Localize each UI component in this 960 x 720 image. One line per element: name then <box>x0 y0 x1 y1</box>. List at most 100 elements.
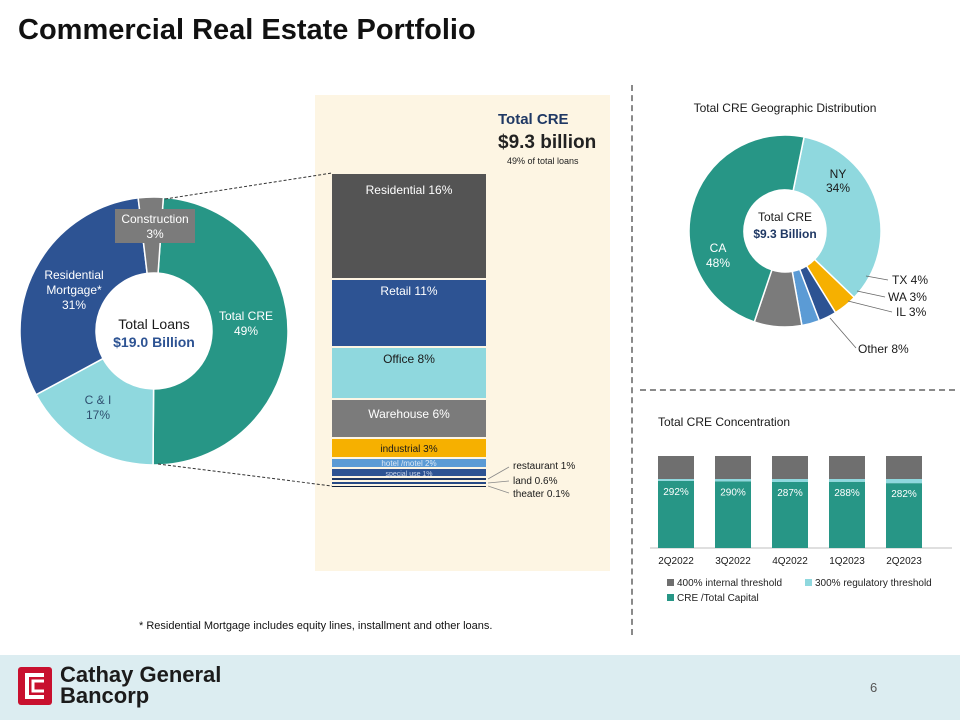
loans-label-2: 31% <box>62 298 86 312</box>
total-loans-center-value: $19.0 Billion <box>113 334 195 350</box>
cre-segment-restaurant <box>332 478 486 480</box>
cre-segment-hotel-motel <box>332 459 486 467</box>
concentration-bar-cre-total-capital <box>658 480 694 548</box>
loans-slice-c-i <box>35 357 155 466</box>
concentration-bar-400-internal-threshold <box>715 456 751 479</box>
loans-label-0: Total CRE <box>219 309 273 323</box>
concentration-bar-cre-total-capital <box>772 481 808 548</box>
cre-header-amount: $9.3 billion <box>498 132 596 153</box>
concentration-bar-400-internal-threshold <box>658 456 694 479</box>
cre-leader-line <box>487 466 510 480</box>
concentration-data-label: 290% <box>720 487 746 498</box>
concentration-bar-cre-total-capital <box>715 481 751 548</box>
geo-leader-line <box>865 275 889 281</box>
total-loans-center-label: Total Loans <box>118 316 190 332</box>
concentration-data-label: 282% <box>891 489 917 500</box>
concentration-bar-300-regulatory-threshold <box>658 479 694 481</box>
loans-label-1: 17% <box>86 408 110 422</box>
footer-bar <box>0 655 960 720</box>
legend-item: CRE /Total Capital <box>667 593 759 604</box>
cre-segment-special-use <box>332 469 486 476</box>
cre-segment-label: industrial 3% <box>380 444 437 455</box>
legend-swatch <box>805 579 812 586</box>
cre-small-label: restaurant 1% <box>513 461 575 472</box>
cre-segment-label: special use 1% <box>385 471 432 478</box>
brand-name: Cathay General Bancorp <box>60 662 222 708</box>
geo-value-ca: 48% <box>706 256 730 270</box>
cre-segment-industrial <box>332 439 486 457</box>
cre-leader-line <box>487 480 510 484</box>
geo-center-label: Total CRE <box>758 210 812 224</box>
geo-leader-line <box>847 300 893 313</box>
legend-label: CRE /Total Capital <box>677 593 759 604</box>
concentration-bar-400-internal-threshold <box>772 456 808 479</box>
loans-label-0: C & I <box>85 393 112 407</box>
geo-title: Total CRE Geographic Distribution <box>694 101 877 115</box>
loans-label-1: Mortgage* <box>46 283 102 297</box>
construction-label: Construction <box>121 212 188 226</box>
loans-slice-total-cre <box>152 196 289 466</box>
legend-swatch <box>667 594 674 601</box>
brand-line-1: Cathay General <box>60 662 222 687</box>
cre-segment-warehouse <box>332 400 486 437</box>
geo-leader-line <box>856 290 886 298</box>
geo-label-wa: WA 3% <box>888 290 927 304</box>
geo-label-ca: CA <box>710 241 727 255</box>
geo-label-il: IL 3% <box>896 305 927 319</box>
horizontal-divider <box>640 389 955 391</box>
page-title: Commercial Real Estate Portfolio <box>18 14 476 46</box>
concentration-bar-cre-total-capital <box>829 481 865 548</box>
concentration-data-label: 288% <box>834 488 860 499</box>
loans-slice-residential-mortgage <box>19 197 148 396</box>
geo-slice-ca <box>688 134 805 323</box>
legend-item: 300% regulatory threshold <box>805 578 932 589</box>
legend-swatch <box>667 579 674 586</box>
concentration-tick-label: 1Q2023 <box>829 556 865 567</box>
concentration-tick-label: 4Q2022 <box>772 556 808 567</box>
cre-segment-label: Warehouse 6% <box>368 407 450 421</box>
cathay-logo-icon <box>18 667 52 705</box>
concentration-bar-400-internal-threshold <box>829 456 865 479</box>
vertical-divider <box>631 85 633 635</box>
loans-label-1: 49% <box>234 324 258 338</box>
cre-segment-label: hotel /motel 2% <box>381 459 436 468</box>
cre-segment-land <box>332 482 486 484</box>
concentration-bar-300-regulatory-threshold <box>772 479 808 482</box>
concentration-bar-300-regulatory-threshold <box>829 479 865 482</box>
cre-segment-residential <box>332 174 486 278</box>
cre-small-label: theater 0.1% <box>513 489 570 500</box>
concentration-title: Total CRE Concentration <box>658 415 790 429</box>
legend-label: 300% regulatory threshold <box>815 578 932 589</box>
concentration-tick-label: 3Q2022 <box>715 556 751 567</box>
brand-line-2: Bancorp <box>60 683 150 708</box>
geo-slice-ny <box>792 136 882 299</box>
construction-label-box <box>115 209 195 243</box>
cre-segment-theater <box>332 486 486 487</box>
concentration-data-label: 287% <box>777 488 803 499</box>
concentration-bar-300-regulatory-threshold <box>886 479 922 484</box>
geo-label-tx: TX 4% <box>892 273 928 287</box>
geo-center-value: $9.3 Billion <box>753 227 816 241</box>
cre-small-label: land 0.6% <box>513 476 558 487</box>
geo-label-ny: NY <box>830 167 847 181</box>
legend-label: 400% internal threshold <box>677 578 783 589</box>
construction-value: 3% <box>146 227 164 241</box>
concentration-bar-400-internal-threshold <box>886 456 922 479</box>
geo-value-ny: 34% <box>826 181 850 195</box>
connector-bottom <box>157 463 333 487</box>
page-number: 6 <box>870 680 878 695</box>
geo-leader-line <box>829 317 857 349</box>
concentration-tick-label: 2Q2023 <box>886 556 922 567</box>
legend-item: 400% internal threshold <box>667 578 782 589</box>
cre-segment-label: Residential 16% <box>366 183 453 197</box>
cre-segment-label: Office 8% <box>383 352 435 366</box>
cre-segment-label: Retail 11% <box>380 284 437 298</box>
cre-segment-retail <box>332 280 486 346</box>
cre-segment-office <box>332 348 486 398</box>
footnote: * Residential Mortgage includes equity l… <box>139 620 493 632</box>
cre-leader-line <box>487 485 510 494</box>
cre-header-title: Total CRE <box>498 111 569 128</box>
concentration-bar-300-regulatory-threshold <box>715 479 751 482</box>
cre-header-note: 49% of total loans <box>507 156 579 166</box>
